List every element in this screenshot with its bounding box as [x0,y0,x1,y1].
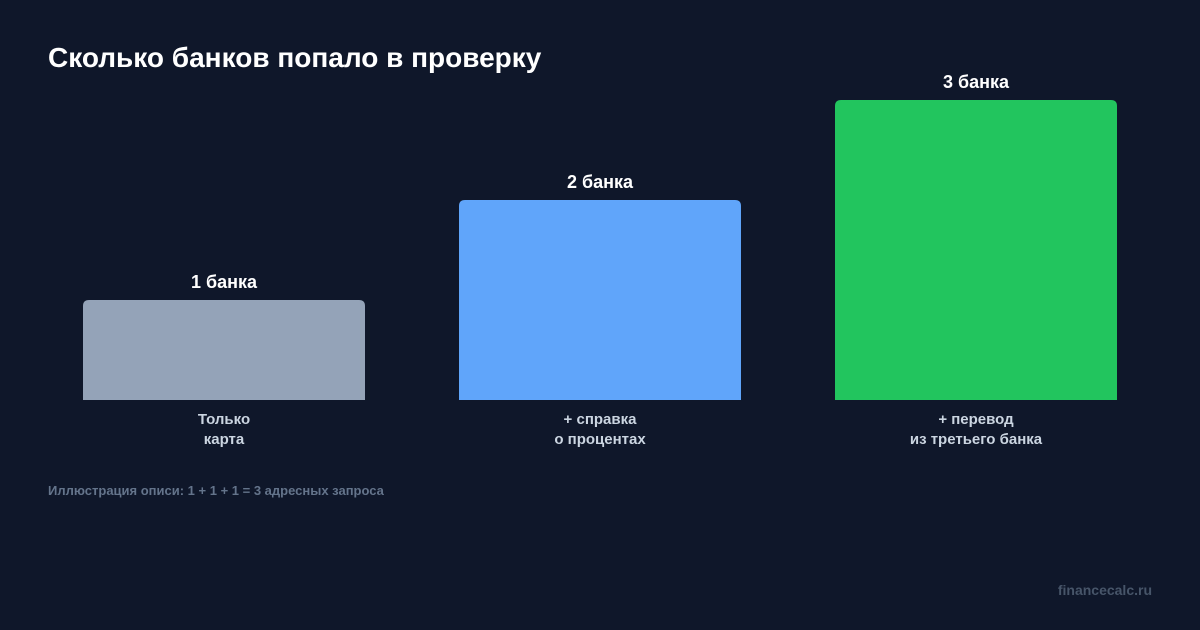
category-label-1-line-1: Только [198,411,250,428]
bar-value-label-1: 1 банка [191,272,258,292]
bars-group: 1 банка Только карта 2 банка + справка о проц… [83,72,1117,448]
footnote: Иллюстрация описи: 1 + 1 + 1 = 3 адресны… [48,483,385,498]
bar-2 [459,200,741,400]
category-label-3-line-1: + перевод [938,411,1014,428]
bar-1 [83,300,365,400]
watermark: financecalc.ru [1058,582,1152,598]
category-label-3-line-2: из третьего банка [910,431,1043,448]
bar-value-label-3: 3 банка [943,72,1010,92]
category-label-2-line-2: о процентах [554,431,646,448]
category-label-1-line-2: карта [204,431,245,448]
category-label-2-line-1: + справка [564,411,638,428]
bar-value-label-2: 2 банка [567,172,634,192]
chart-title: Сколько банков попало в проверку [48,42,542,73]
bar-3 [835,100,1117,400]
